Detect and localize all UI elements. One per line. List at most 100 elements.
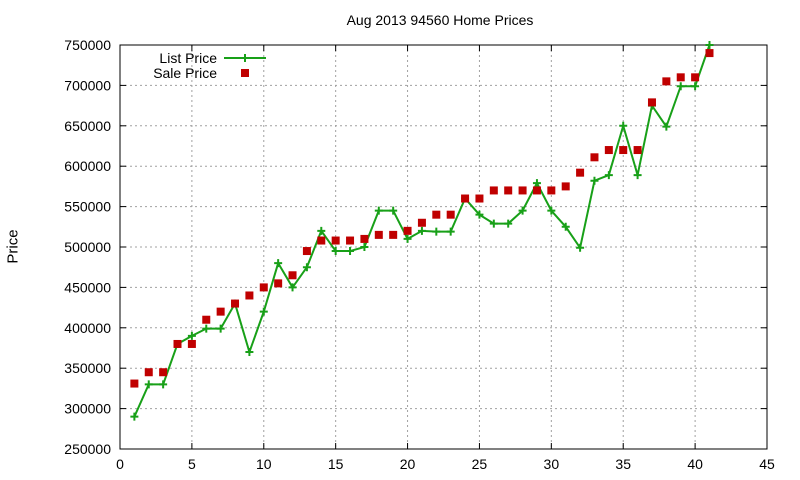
x-axis-ticks: 0 5 10 15 20 25 30 35 40 45	[116, 45, 775, 472]
list-price-point	[662, 122, 671, 131]
y-tick-label: 250000	[64, 441, 111, 457]
list-price-point	[288, 283, 297, 292]
y-tick-label: 750000	[64, 37, 111, 53]
sale-price-point	[374, 230, 383, 239]
list-price-point	[691, 82, 700, 91]
x-tick-label: 10	[256, 456, 272, 472]
sale-price-point	[547, 186, 556, 195]
sale-price-point	[202, 315, 211, 324]
list-price-point	[604, 171, 613, 180]
list-price-point	[144, 380, 153, 389]
sale-price-point	[360, 234, 369, 243]
y-tick-label: 550000	[64, 199, 111, 215]
list-price-point	[389, 206, 398, 215]
list-price-point	[274, 259, 283, 268]
list-price-point	[532, 179, 541, 188]
list-price-point	[432, 227, 441, 236]
sale-price-point	[216, 307, 225, 316]
x-tick-label: 40	[687, 456, 703, 472]
x-tick-label: 45	[759, 456, 775, 472]
list-price-point	[676, 82, 685, 91]
sale-price-point	[231, 299, 240, 308]
sale-price-point	[647, 98, 656, 107]
list-price-point	[705, 41, 714, 49]
x-tick-label: 25	[472, 456, 488, 472]
list-price-point	[590, 176, 599, 185]
sale-price-point	[187, 339, 196, 348]
y-tick-label: 600000	[64, 158, 111, 174]
legend-marker	[241, 69, 249, 77]
sale-price-point	[518, 186, 527, 195]
list-price-point	[446, 227, 455, 236]
y-tick-label: 650000	[64, 118, 111, 134]
list-price-point	[331, 247, 340, 256]
list-price-point	[302, 263, 311, 272]
sale-price-point	[432, 210, 441, 219]
sale-price-point	[590, 153, 599, 162]
x-tick-label: 30	[544, 456, 560, 472]
list-price-point	[374, 206, 383, 215]
sale-price-point	[389, 230, 398, 239]
list-price-point	[547, 206, 556, 215]
x-tick-label: 5	[188, 456, 196, 472]
sale-price-point	[173, 339, 182, 348]
list-price-point	[259, 307, 268, 316]
x-tick-label: 20	[400, 456, 416, 472]
sale-price-point	[676, 73, 685, 82]
list-price-point	[518, 206, 527, 215]
sale-price-point	[417, 218, 426, 227]
list-price-point	[576, 243, 585, 252]
list-price-point	[346, 247, 355, 256]
y-tick-label: 300000	[64, 401, 111, 417]
sale-price-point	[302, 247, 311, 256]
x-tick-label: 35	[615, 456, 631, 472]
sale-price-point	[403, 226, 412, 235]
y-tick-label: 400000	[64, 320, 111, 336]
list-price-point	[633, 171, 642, 180]
list-price-point	[475, 210, 484, 219]
sale-price-point	[346, 236, 355, 245]
list-price-point	[130, 412, 139, 421]
chart-title: Aug 2013 94560 Home Prices	[346, 12, 534, 28]
y-tick-label: 450000	[64, 279, 111, 295]
sale-price-point	[604, 146, 613, 155]
list-price-point	[159, 380, 168, 389]
list-price-point	[187, 331, 196, 340]
x-tick-label: 15	[328, 456, 344, 472]
sale-price-point	[245, 291, 254, 300]
list-price-point	[202, 324, 211, 333]
series-layer	[130, 41, 714, 421]
list-price-point	[504, 219, 513, 228]
plot-frame	[119, 44, 768, 450]
sale-price-point	[288, 271, 297, 280]
sale-price-point	[662, 77, 671, 86]
list-price-point	[216, 324, 225, 333]
sale-price-point	[489, 186, 498, 195]
legend-label: List Price	[159, 50, 217, 66]
list-price-point	[489, 219, 498, 228]
list-price-point	[360, 243, 369, 251]
sale-price-point	[475, 194, 484, 203]
list-price-point	[417, 226, 426, 235]
sale-price-point	[461, 194, 470, 203]
y-tick-label: 700000	[64, 77, 111, 93]
sale-price-point	[274, 279, 283, 288]
sale-price-point	[691, 73, 700, 82]
sale-price-point	[144, 368, 153, 377]
sale-price-point	[446, 210, 455, 219]
sale-price-point	[532, 186, 541, 195]
grid-lines	[120, 45, 767, 449]
sale-price-point	[331, 236, 340, 245]
sale-price-point	[576, 168, 585, 177]
sale-price-point	[561, 182, 570, 191]
list-price-point	[317, 226, 326, 235]
y-tick-label: 500000	[64, 239, 111, 255]
list-price-point	[619, 121, 628, 130]
x-tick-label: 0	[116, 456, 124, 472]
sale-price-point	[504, 186, 513, 195]
sale-price-point	[317, 236, 326, 245]
list-price-point	[561, 222, 570, 231]
sale-price-point	[705, 49, 714, 58]
